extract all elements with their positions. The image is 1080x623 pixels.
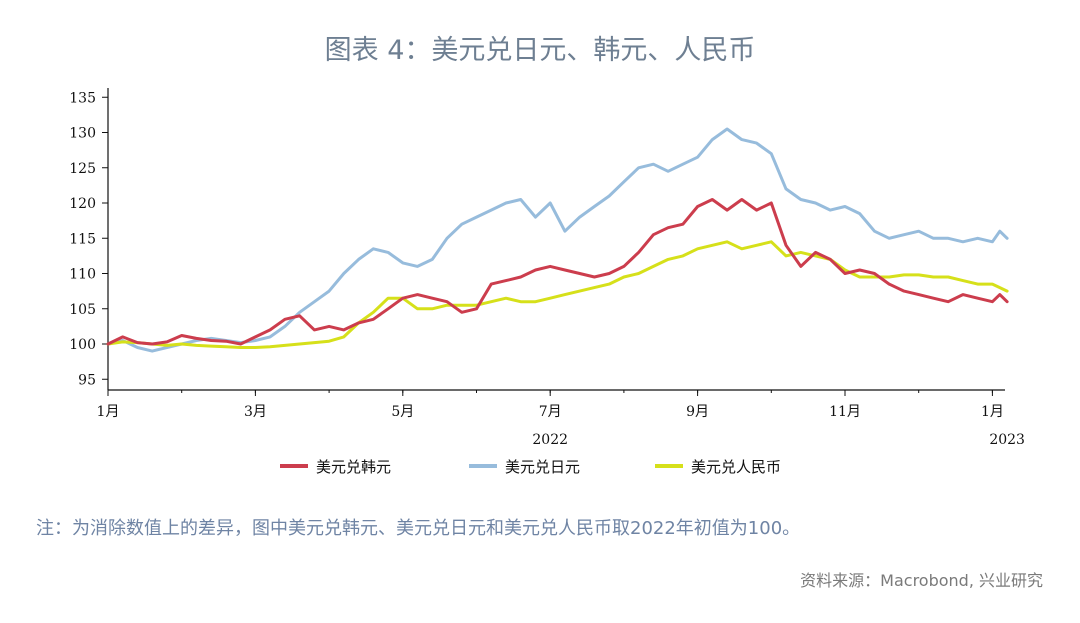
chart-legend: 美元兑韩元 美元兑日元 美元兑人民币 bbox=[280, 458, 781, 476]
y-tick-label: 135 bbox=[69, 90, 96, 106]
chart-title: 图表 4：美元兑日元、韩元、人民币 bbox=[324, 35, 756, 66]
x-tick-label: 1月 bbox=[981, 404, 1004, 420]
x-tick-label: 9月 bbox=[686, 404, 709, 420]
y-tick-label: 110 bbox=[69, 267, 96, 283]
x-year-label: 2022 bbox=[532, 432, 568, 448]
y-tick-label: 125 bbox=[69, 161, 96, 177]
chart-source: 资料来源：Macrobond, 兴业研究 bbox=[800, 571, 1043, 590]
legend-label-2: 美元兑人民币 bbox=[691, 458, 781, 476]
legend-label-0: 美元兑韩元 bbox=[316, 458, 391, 476]
y-tick-label: 130 bbox=[69, 126, 96, 142]
x-year-label: 2023 bbox=[989, 432, 1025, 448]
y-tick-label: 120 bbox=[69, 196, 96, 212]
chart-axes: 95 100 105 110 115 120 125 130 135 1月 3月 5月 7月 9月 11月 1… bbox=[69, 88, 1025, 448]
y-tick-label: 115 bbox=[69, 231, 96, 247]
series-line-0 bbox=[106, 198, 1009, 346]
x-tick-label: 11月 bbox=[829, 404, 861, 420]
x-tick-label: 3月 bbox=[244, 404, 267, 420]
y-tick-label: 100 bbox=[69, 337, 96, 353]
chart-note: 注：为消除数值上的差异，图中美元兑韩元、美元兑日元和美元兑人民币取2022年初值… bbox=[36, 518, 801, 539]
chart-series-lines bbox=[106, 127, 1009, 353]
y-tick-label: 105 bbox=[69, 302, 96, 318]
x-tick-label: 5月 bbox=[391, 404, 414, 420]
x-tick-label: 1月 bbox=[97, 404, 120, 420]
y-tick-label: 95 bbox=[78, 372, 96, 388]
series-line-2 bbox=[106, 240, 1009, 349]
legend-label-1: 美元兑日元 bbox=[505, 458, 580, 476]
series-line-1 bbox=[106, 127, 1009, 353]
x-tick-label: 7月 bbox=[539, 404, 562, 420]
